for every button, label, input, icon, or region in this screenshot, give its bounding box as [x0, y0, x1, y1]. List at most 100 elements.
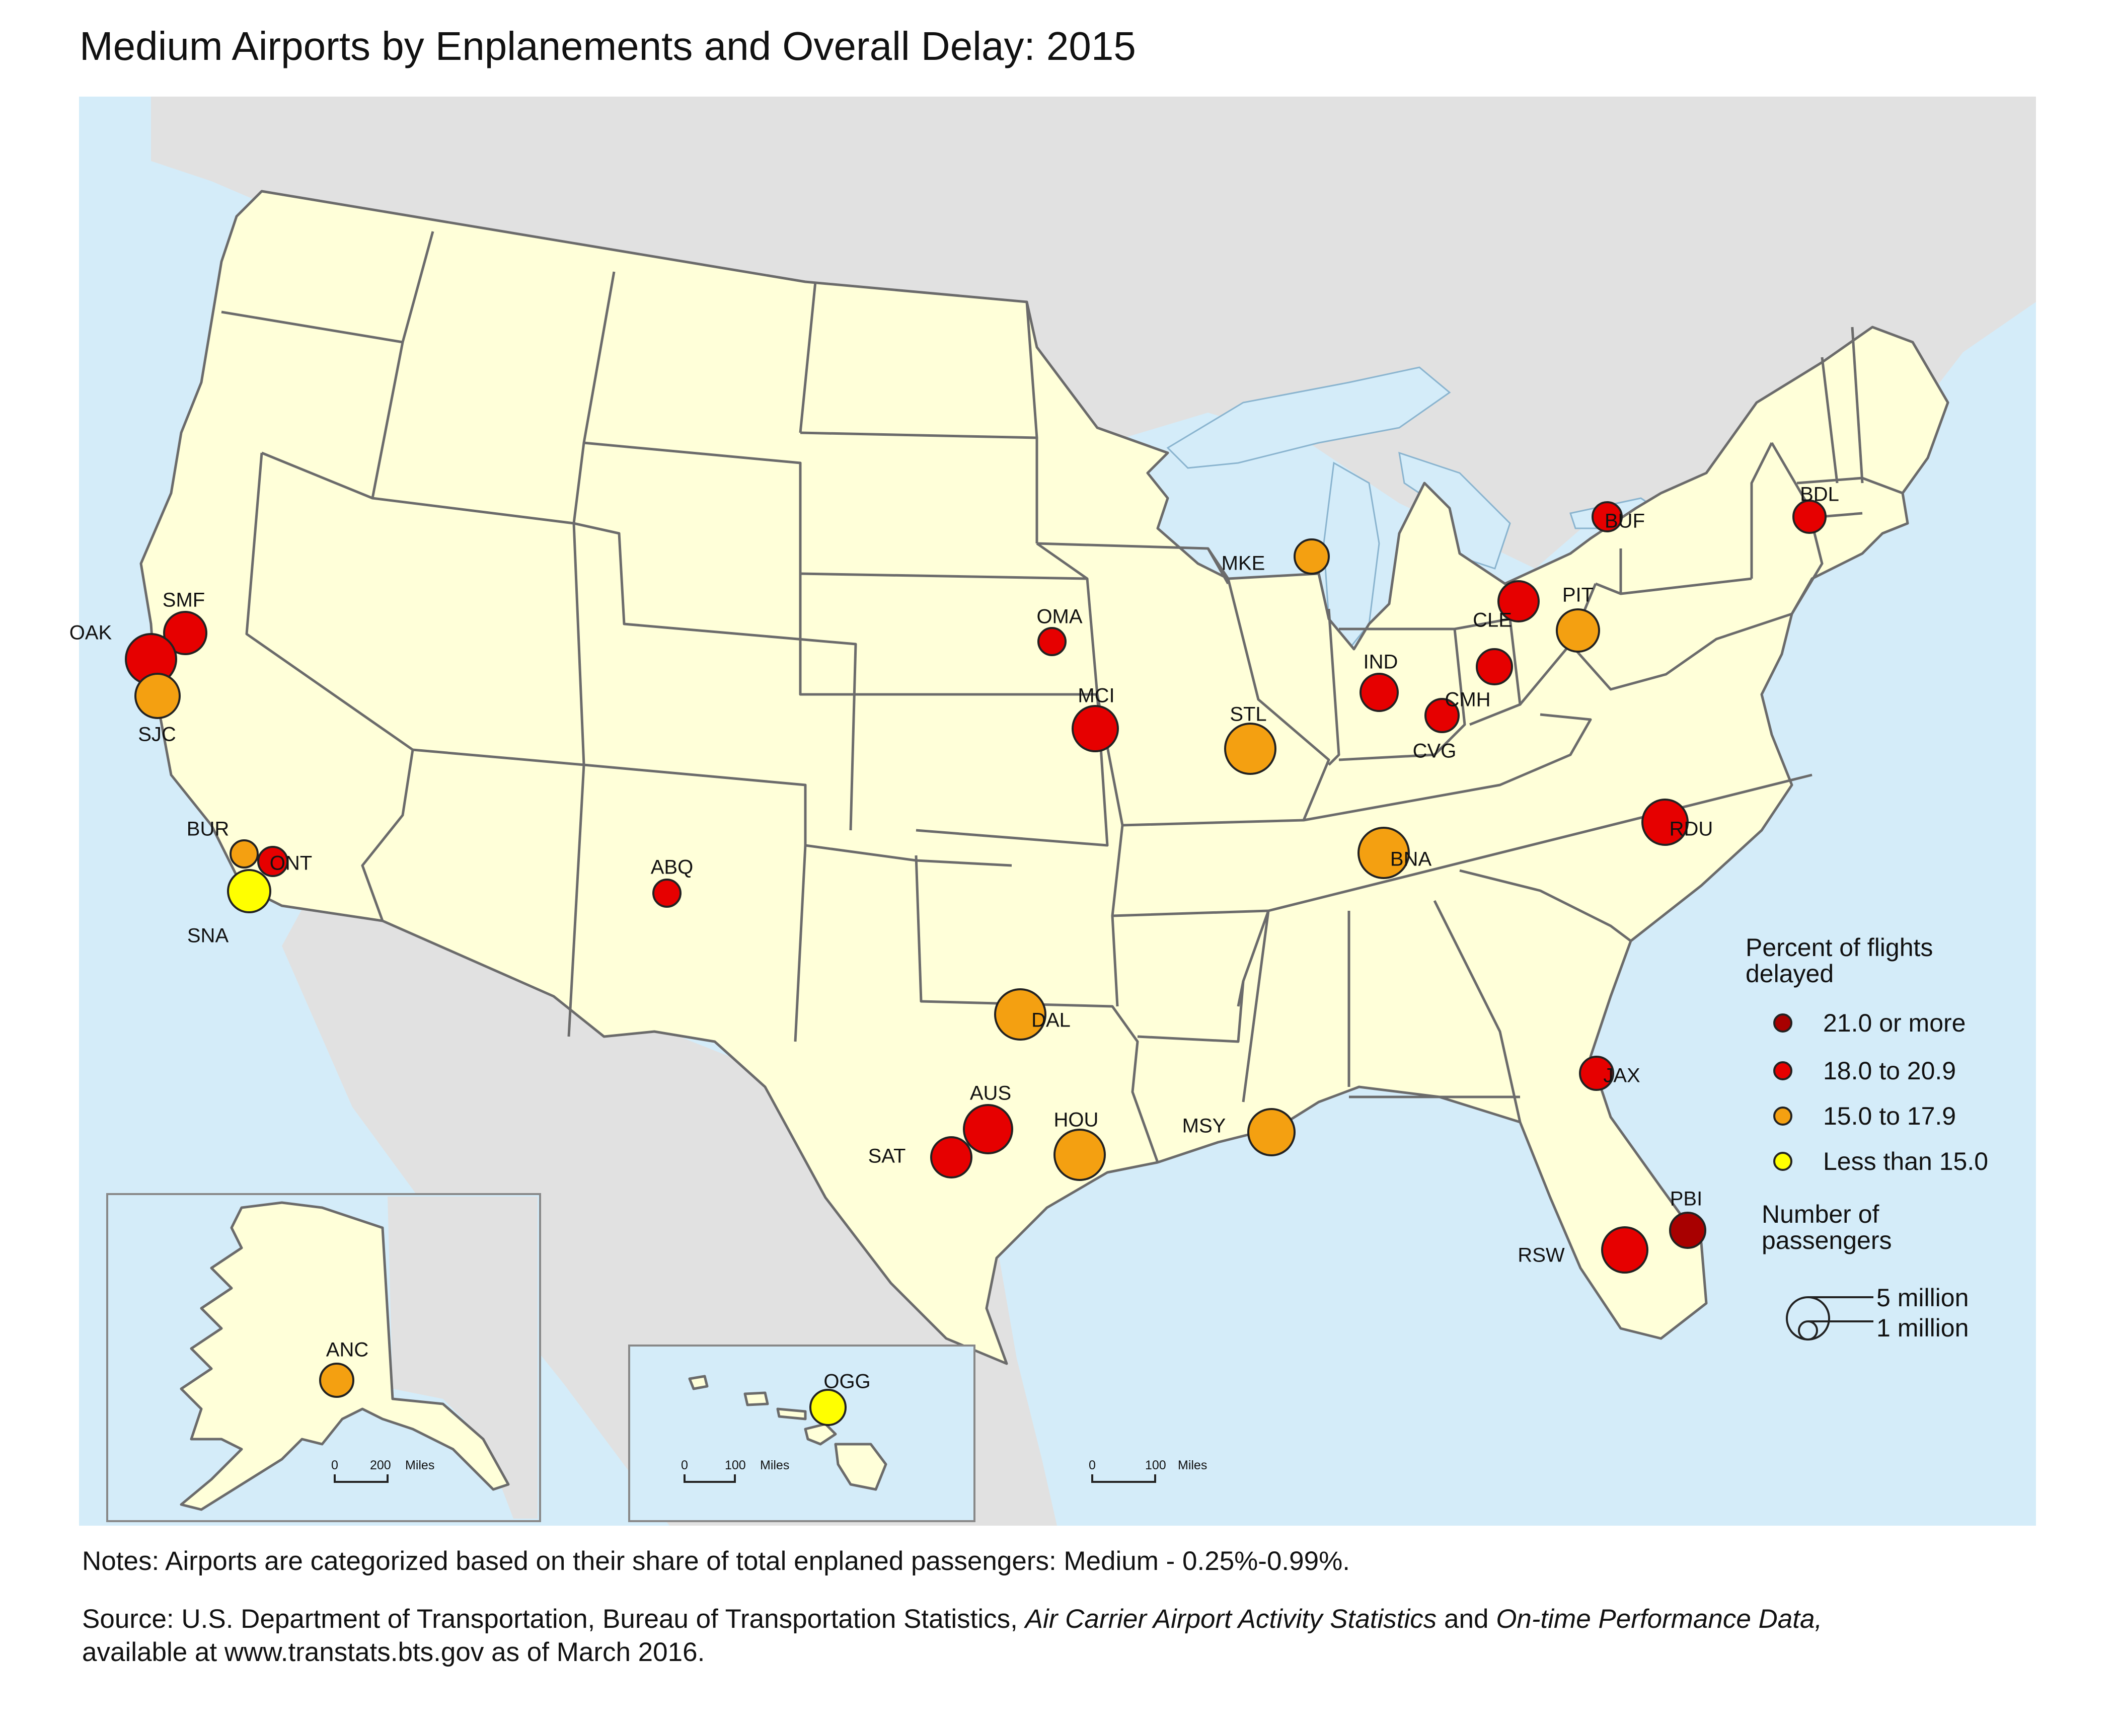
airport-marker-ont [257, 846, 288, 877]
airport-marker-buf [1592, 501, 1623, 532]
airport-marker-oma [1037, 627, 1067, 656]
airport-label-sjc: SJC [138, 724, 176, 746]
airport-marker-hou [1053, 1129, 1106, 1181]
airport-marker-cvg [1424, 698, 1460, 733]
legend-swatch-18-20-9 [1773, 1061, 1792, 1080]
notes-text: Notes: Airports are categorized based on… [82, 1546, 1350, 1576]
scalebar-hawaii: 0 100 Miles [681, 1458, 789, 1483]
airport-label-smf: SMF [163, 589, 205, 611]
source-text: Source: U.S. Department of Transportatio… [82, 1603, 1822, 1669]
legend-delay-title-1: Percent of flights [1746, 933, 1933, 962]
canada-land [79, 97, 2036, 569]
scalebar-alaska-zero: 0 [331, 1458, 338, 1472]
airport-label-bur: BUR [187, 818, 229, 840]
scalebar-mainland-zero: 0 [1089, 1458, 1096, 1472]
alaska-land [180, 1201, 510, 1511]
airport-label-bna: BNA [1390, 848, 1432, 871]
airport-label-abq: ABQ [651, 856, 693, 879]
legend-label-15-17-9: 15.0 to 17.9 [1823, 1102, 1956, 1130]
airport-label-rsw: RSW [1518, 1244, 1565, 1267]
airport-label-stl: STL [1230, 703, 1266, 726]
alaska-canada-land [388, 1197, 538, 1519]
airport-marker-cle [1497, 580, 1540, 622]
airport-label-rdu: RDU [1670, 818, 1713, 840]
airport-markers: SMF OAK SJC BUR ONT SNA ABQ OMA MCI MKE STL IND CVG C… [69, 484, 1839, 1426]
map-title: Medium Airports by Enplanements and Over… [80, 24, 1136, 68]
airport-label-oma: OMA [1036, 606, 1082, 628]
scalebar-mainland: 0 100 Miles [1089, 1458, 1207, 1483]
scalebar-alaska-distance: 200 [370, 1458, 391, 1472]
airport-marker-bdl [1792, 500, 1827, 534]
airport-marker-pbi [1669, 1212, 1706, 1249]
airport-marker-smf [163, 611, 207, 655]
source-title-2: On-time Performance Data, [1496, 1604, 1823, 1634]
airport-marker-aus [963, 1104, 1013, 1154]
airport-marker-mci [1072, 705, 1119, 752]
airport-marker-dal [994, 988, 1046, 1041]
airport-label-ont: ONT [270, 852, 312, 875]
airport-label-cvg: CVG [1413, 740, 1457, 762]
airport-label-aus: AUS [970, 1082, 1011, 1104]
legend: Percent of flights delayed 21.0 or more … [1746, 933, 1988, 1342]
source-text-line2: available at www.transtats.bts.gov as of… [82, 1637, 705, 1667]
scalebar-hawaii-distance: 100 [725, 1458, 746, 1472]
airport-marker-abq [652, 879, 682, 908]
airport-label-anc: ANC [326, 1339, 368, 1361]
legend-swatch-under-15 [1773, 1152, 1792, 1171]
legend-size-large-label: 5 million [1876, 1284, 1969, 1312]
legend-label-21-plus: 21.0 or more [1823, 1009, 1966, 1037]
airport-label-ind: IND [1364, 651, 1398, 673]
airport-label-sat: SAT [868, 1145, 906, 1167]
airport-marker-ind [1360, 673, 1399, 712]
scalebar-alaska: 0 200 Miles [331, 1458, 434, 1483]
legend-label-under-15: Less than 15.0 [1823, 1147, 1988, 1175]
airport-marker-pit [1556, 608, 1600, 653]
airport-label-bdl: BDL [1800, 484, 1839, 506]
airport-label-sna: SNA [187, 925, 229, 947]
airport-marker-bur [230, 839, 259, 869]
scalebar-hawaii-zero: 0 [681, 1458, 688, 1472]
airport-marker-cmh [1476, 648, 1513, 685]
airport-label-pbi: PBI [1670, 1188, 1702, 1210]
airport-marker-rdu [1641, 799, 1689, 846]
airport-label-buf: BUF [1605, 510, 1645, 532]
legend-size-title-2: passengers [1762, 1226, 1892, 1254]
legend-label-18-20-9: 18.0 to 20.9 [1823, 1057, 1956, 1085]
airport-marker-sna [227, 869, 271, 913]
airport-label-hou: HOU [1054, 1109, 1099, 1131]
legend-delay-title-2: delayed [1746, 960, 1834, 988]
airport-label-dal: DAL [1031, 1009, 1071, 1032]
state-borders [221, 231, 1903, 1163]
airport-label-jax: JAX [1603, 1065, 1640, 1087]
scalebar-mainland-unit: Miles [1178, 1458, 1207, 1472]
airport-marker-sjc [134, 673, 181, 719]
scalebar-mainland-distance: 100 [1145, 1458, 1166, 1472]
airport-marker-msy [1247, 1108, 1296, 1156]
airport-label-ogg: OGG [823, 1371, 870, 1393]
scalebar-hawaii-unit: Miles [760, 1458, 789, 1472]
airport-label-oak: OAK [69, 622, 112, 644]
airport-marker-rsw [1601, 1226, 1648, 1274]
airport-marker-jax [1579, 1056, 1614, 1091]
source-text-b: and [1437, 1604, 1496, 1634]
hawaii-inset-frame [628, 1345, 975, 1522]
airport-label-pit: PIT [1562, 584, 1594, 606]
airport-label-cmh: CMH [1445, 689, 1490, 711]
hawaii-islands [688, 1375, 887, 1491]
airport-marker-stl [1224, 723, 1276, 775]
source-title-1: Air Carrier Airport Activity Statistics [1025, 1604, 1437, 1634]
airport-label-mke: MKE [1222, 553, 1265, 575]
airport-marker-ogg [809, 1389, 847, 1426]
airport-label-mci: MCI [1078, 685, 1114, 707]
legend-size-title-1: Number of [1762, 1200, 1879, 1228]
legend-size-small-label: 1 million [1876, 1314, 1969, 1342]
source-text-a: Source: U.S. Department of Transportatio… [82, 1604, 1025, 1634]
airport-marker-anc [319, 1363, 354, 1398]
airport-marker-sat [930, 1136, 972, 1178]
lake-superior [1166, 366, 1451, 469]
legend-swatch-15-17-9 [1773, 1107, 1792, 1126]
airport-label-msy: MSY [1182, 1115, 1226, 1137]
scalebar-alaska-unit: Miles [405, 1458, 434, 1472]
airport-marker-mke [1294, 538, 1330, 575]
